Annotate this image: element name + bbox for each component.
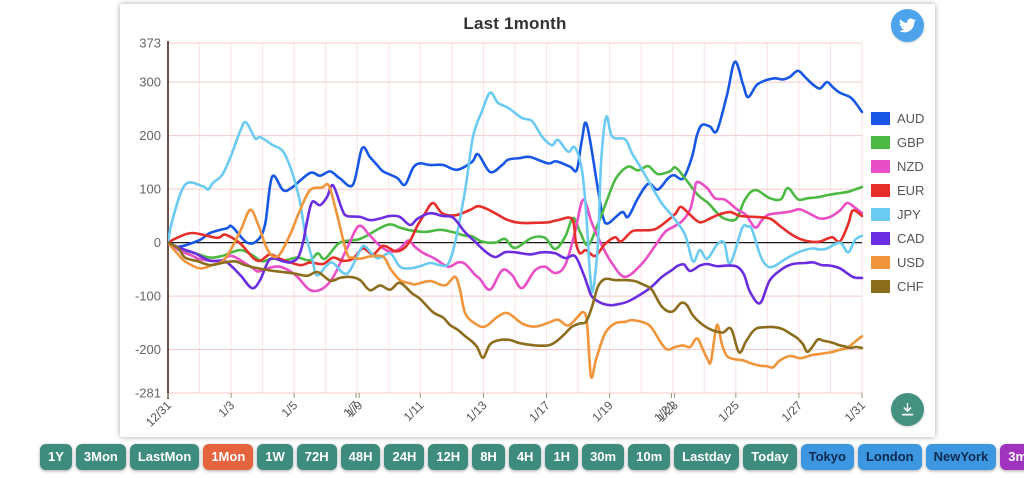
toolbar-button-newyork[interactable]: NewYork <box>925 444 997 471</box>
series-line-eur <box>168 201 864 267</box>
toolbar-button-lastday[interactable]: Lastday <box>674 444 740 471</box>
toolbar-button-1mon[interactable]: 1Mon <box>203 444 254 471</box>
legend-item-cad[interactable]: CAD <box>871 231 924 246</box>
toolbar-button-1h[interactable]: 1H <box>545 444 579 471</box>
toolbar: 1Y 3Mon LastMon 1Mon 1W 72H 48H 24H 12H 8H 4H 1H 30m… <box>40 444 1024 471</box>
legend-label: EUR <box>897 183 925 198</box>
legend-item-aud[interactable]: AUD <box>871 111 924 126</box>
twitter-bird-icon <box>899 18 916 33</box>
x-axis-label: 1/11 <box>401 398 427 424</box>
legend-label: USD <box>897 255 925 270</box>
toolbar-button-3min[interactable]: 3min <box>1000 444 1024 471</box>
legend-item-usd[interactable]: USD <box>871 255 924 270</box>
legend-swatch-chf <box>871 280 890 293</box>
x-axis-label: 1/25 <box>716 398 743 425</box>
x-axis-label: 1/19 <box>589 398 616 425</box>
toolbar-button-10m[interactable]: 10m <box>628 444 671 471</box>
y-axis-label: -200 <box>135 342 161 357</box>
legend-swatch-cad <box>871 232 890 245</box>
y-axis-label: 0 <box>154 235 161 250</box>
y-axis-labels: 373 300 200 100 0 -100 -200 -281 <box>135 36 161 401</box>
legend-label: NZD <box>897 159 924 174</box>
y-axis-label: -100 <box>135 289 161 304</box>
x-axis-labels: 12/31 1/3 1/5 1/71/9 1/11 1/13 1/17 1/19 1/211/2… <box>143 398 868 429</box>
legend-swatch-gbp <box>871 136 890 149</box>
download-icon <box>901 403 914 416</box>
download-button[interactable] <box>891 393 924 426</box>
x-axis-label: 1/17 <box>526 398 553 425</box>
series-lines <box>168 60 864 380</box>
chart-card: Last 1month 373 300 200 100 0 -100 -200 -281 12/… <box>120 4 935 437</box>
y-axis-label: -281 <box>135 386 161 401</box>
toolbar-button-1y[interactable]: 1Y <box>40 444 72 471</box>
toolbar-button-24h[interactable]: 24H <box>384 444 425 471</box>
legend-swatch-aud <box>871 112 890 125</box>
series-line-jpy <box>168 91 864 294</box>
series-line-cad <box>168 183 864 307</box>
x-axis-label: 1/3 <box>216 398 238 420</box>
legend-item-gbp[interactable]: GBP <box>871 135 924 150</box>
legend-item-nzd[interactable]: NZD <box>871 159 924 174</box>
x-axis-label: 12/31 <box>143 398 174 429</box>
toolbar-button-48h[interactable]: 48H <box>340 444 381 471</box>
toolbar-button-lastmon[interactable]: LastMon <box>129 444 200 471</box>
series-line-gbp <box>168 164 864 263</box>
legend-swatch-eur <box>871 184 890 197</box>
series-line-nzd <box>168 180 864 293</box>
legend-item-chf[interactable]: CHF <box>871 279 924 294</box>
x-axis-ticks <box>167 393 863 398</box>
legend-swatch-jpy <box>871 208 890 221</box>
legend-label: CHF <box>897 279 924 294</box>
x-axis-label: 1/13 <box>463 398 490 425</box>
y-axis-label: 100 <box>139 182 161 197</box>
series-line-aud <box>168 60 864 249</box>
chart-legend: AUD GBP NZD EUR JPY CAD USD CHF <box>871 111 924 303</box>
x-axis-label: 1/31 <box>842 398 869 425</box>
toolbar-button-3mon[interactable]: 3Mon <box>75 444 126 471</box>
toolbar-button-12h[interactable]: 12H <box>428 444 469 471</box>
toolbar-button-30m[interactable]: 30m <box>582 444 625 471</box>
toolbar-button-1w[interactable]: 1W <box>257 444 293 471</box>
legend-swatch-nzd <box>871 160 890 173</box>
y-axis-label: 300 <box>139 75 161 90</box>
legend-item-jpy[interactable]: JPY <box>871 207 924 222</box>
x-axis-label: 1/5 <box>279 398 301 420</box>
toolbar-button-8h[interactable]: 8H <box>472 444 505 471</box>
toolbar-button-tokyo[interactable]: Tokyo <box>800 444 854 471</box>
series-line-chf <box>168 241 864 359</box>
legend-swatch-usd <box>871 256 890 269</box>
legend-label: GBP <box>897 135 925 150</box>
legend-label: JPY <box>897 207 921 222</box>
legend-label: CAD <box>897 231 925 246</box>
legend-item-eur[interactable]: EUR <box>871 183 924 198</box>
chart-title: Last 1month <box>463 14 567 33</box>
toolbar-button-72h[interactable]: 72H <box>296 444 337 471</box>
toolbar-button-today[interactable]: Today <box>743 444 797 471</box>
grid-horizontal <box>168 42 862 394</box>
twitter-share-button[interactable] <box>891 9 924 42</box>
series-line-usd <box>168 182 864 380</box>
y-axis-label: 200 <box>139 128 161 143</box>
toolbar-button-4h[interactable]: 4H <box>508 444 542 471</box>
legend-label: AUD <box>897 111 925 126</box>
x-axis-label: 1/27 <box>779 398 806 425</box>
y-axis-label: 373 <box>139 36 161 51</box>
toolbar-button-london[interactable]: London <box>857 444 922 471</box>
